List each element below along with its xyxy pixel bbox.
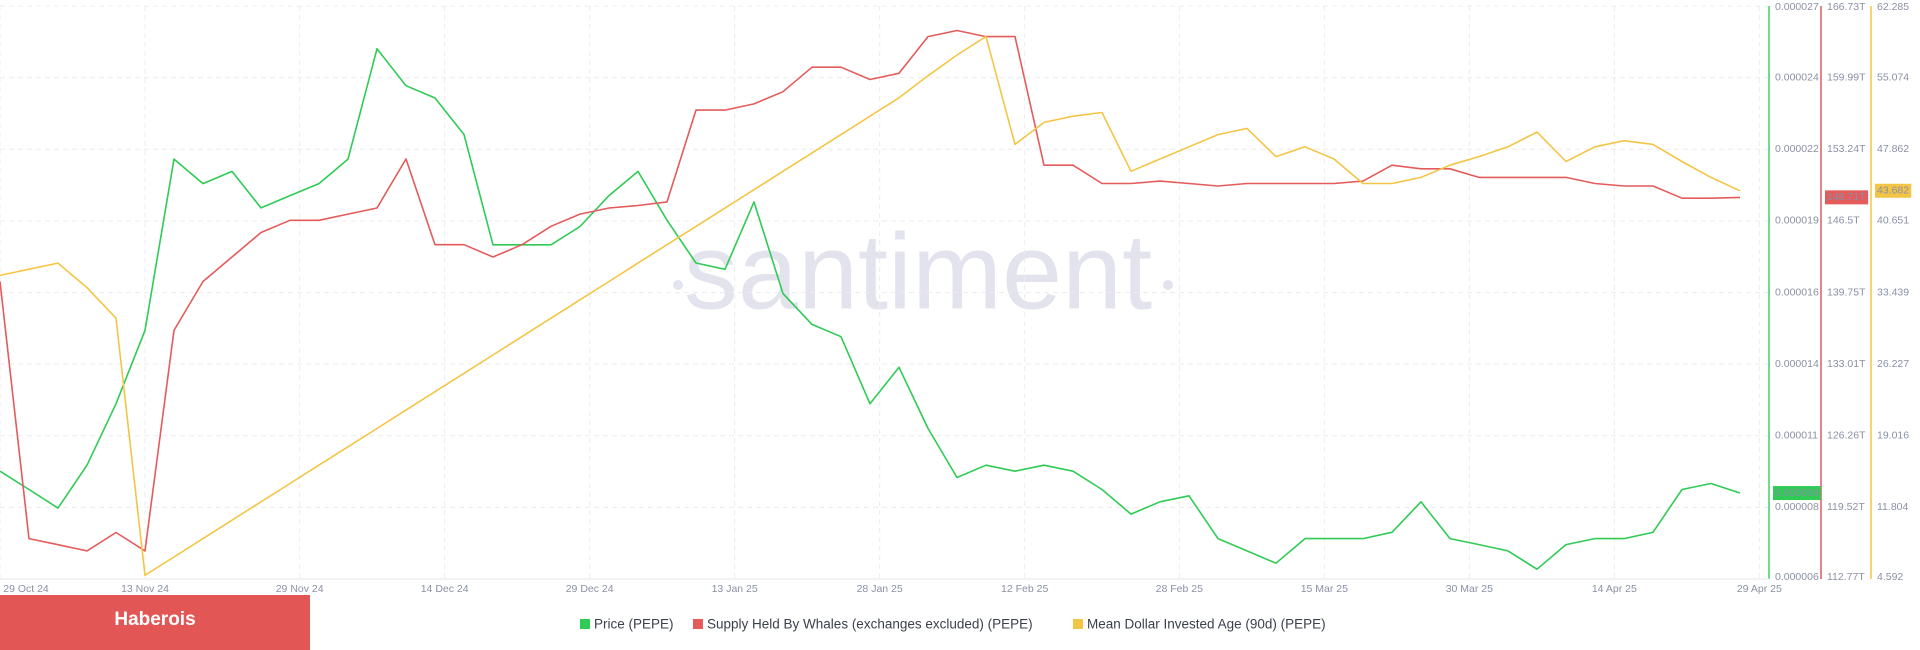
x-tick-label: 29 Dec 24 [566,583,614,595]
current-value-label: 0.000009 [1775,487,1819,499]
y-tick-label: 62.285 [1877,1,1909,13]
x-tick-label: 28 Jan 25 [857,583,903,595]
legend-swatch [1073,619,1083,629]
y-tick-label: 47.862 [1877,143,1909,155]
legend-swatch [580,619,590,629]
legend-label: Supply Held By Whales (exchanges exclude… [707,617,1033,632]
y-tick-label: 166.73T [1827,1,1866,13]
legend-label: Mean Dollar Invested Age (90d) (PEPE) [1087,617,1326,632]
current-value-badge [1825,190,1869,205]
y-tick-label: 19.016 [1877,430,1909,442]
y-tick-label: 11.804 [1877,501,1908,513]
x-tick-label: 28 Feb 25 [1156,583,1203,595]
legend-swatch [693,619,703,629]
x-tick-label: 29 Apr 25 [1737,583,1782,595]
x-tick-label: 12 Feb 25 [1001,583,1048,595]
watermark: santiment [684,211,1152,332]
grid [0,5,1769,580]
y-tick-label: 26.227 [1877,358,1909,370]
y-tick-label: 0.000022 [1775,143,1819,155]
y-tick-label: 0.000014 [1775,358,1819,370]
y-tick-label: 0.000008 [1775,501,1819,513]
x-tick-label: 14 Dec 24 [421,583,469,595]
y-tick-label: 0.000027 [1775,1,1819,13]
badge-text: Haberois [114,609,195,630]
current-value-badge [1773,486,1821,501]
y-tick-label: 55.074 [1877,71,1909,83]
current-value-badge [1875,183,1912,198]
y-tick-label: 40.651 [1877,215,1909,227]
current-value-label: 43.682 [1877,185,1909,197]
x-tick-label: 13 Jan 25 [712,583,758,595]
y-tick-label: 0.000016 [1775,286,1819,298]
y-tick-label: 119.52T [1827,501,1865,513]
badge-box [0,595,310,650]
y-tick-label: 153.24T [1827,143,1866,155]
y-tick-label: 4.592 [1877,571,1903,583]
legend-label: Price (PEPE) [594,617,674,632]
series-line [0,35,1741,577]
x-tick-label: 13 Nov 24 [121,583,169,595]
x-tick-label: 29 Nov 24 [276,583,324,595]
y-tick-label: 146.5T [1827,215,1860,227]
watermark-dot [1163,280,1173,290]
y-tick-label: 0.000006 [1775,571,1819,583]
y-tick-label: 0.000011 [1775,430,1818,442]
series-line [0,48,1741,570]
series-line [0,29,1741,552]
x-tick-label: 30 Mar 25 [1446,583,1493,595]
y-tick-label: 126.26T [1827,430,1866,442]
y-tick-label: 133.01T [1827,358,1866,370]
y-tick-label: 139.75T [1827,286,1866,298]
y-tick-label: 0.000024 [1775,71,1819,83]
y-tick-label: 0.000019 [1775,215,1819,227]
x-tick-label: 14 Apr 25 [1592,583,1637,595]
x-tick-label: 15 Mar 25 [1301,583,1348,595]
watermark-dot [673,280,683,290]
y-tick-label: 159.99T [1827,71,1866,83]
y-tick-label: 33.439 [1877,286,1909,298]
y-tick-label: 112.77T [1827,571,1865,583]
current-value-label: 148.71T [1827,191,1866,203]
x-tick-label: 29 Oct 24 [3,583,49,595]
